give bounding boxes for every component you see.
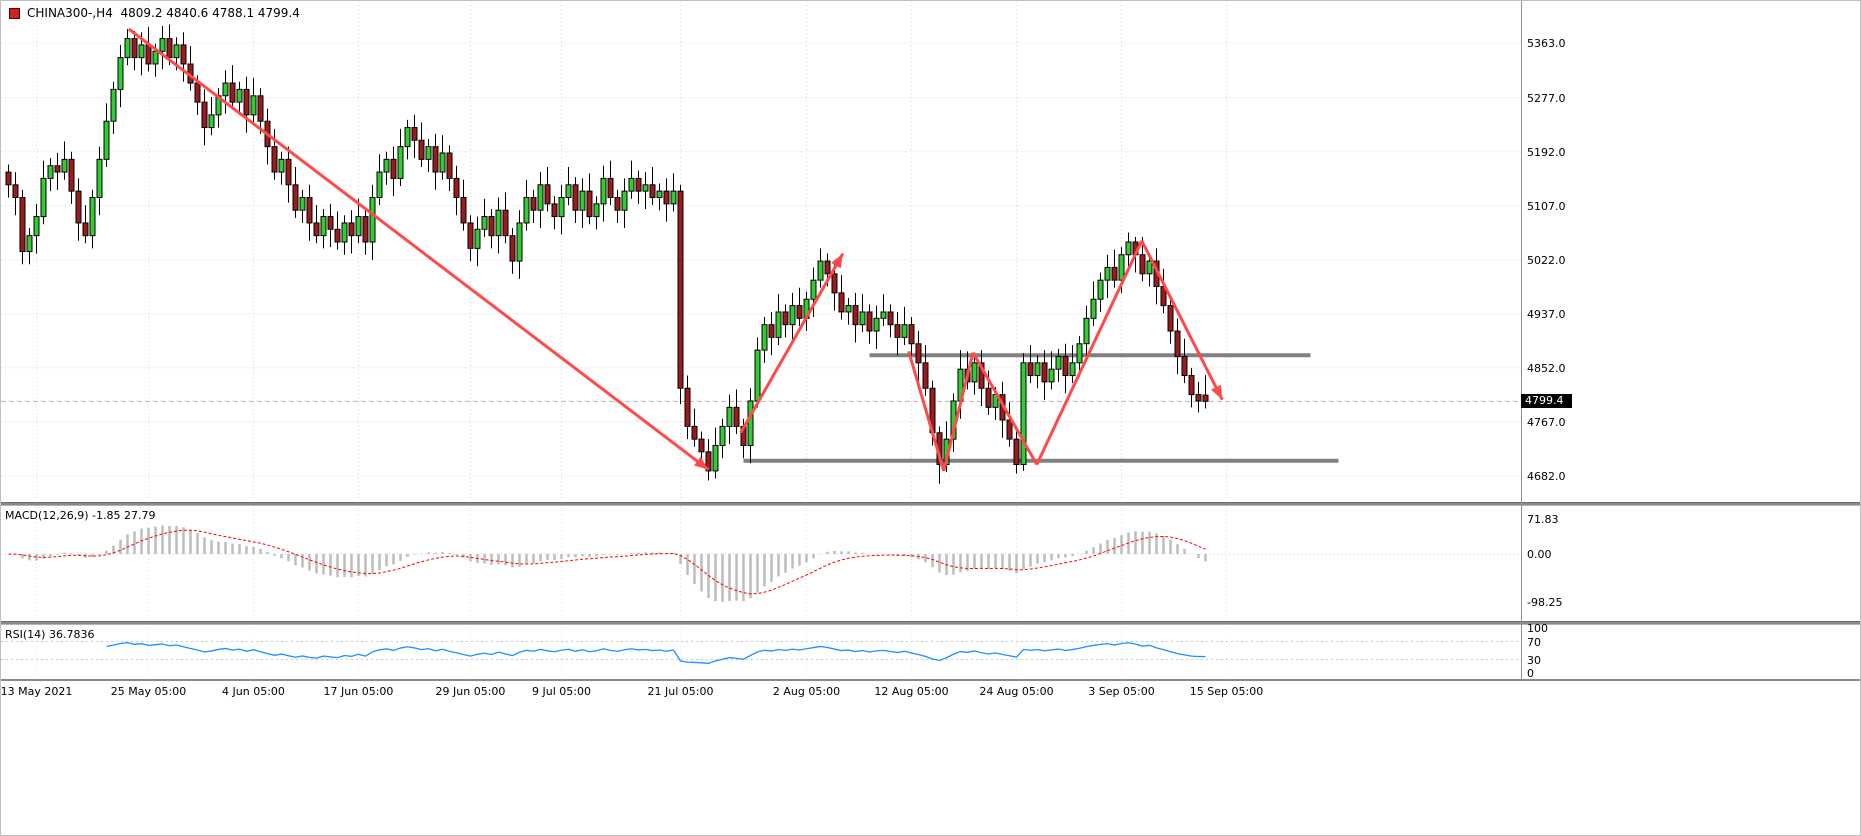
macd-name: MACD(12,26,9) xyxy=(5,509,89,522)
price-tick-label: 5192.0 xyxy=(1527,145,1566,159)
time-tick-label: 4 Jun 05:00 xyxy=(222,685,285,698)
rsi-name: RSI(14) xyxy=(5,628,46,641)
price-chart-canvas[interactable] xyxy=(1,1,1521,501)
macd-axis[interactable]: 71.83 0.00 -98.25 xyxy=(1522,507,1612,621)
ohlc-values: 4809.2 4840.6 4788.1 4799.4 xyxy=(120,6,300,20)
time-tick-label: 24 Aug 05:00 xyxy=(979,685,1054,698)
price-tick-label: 5107.0 xyxy=(1527,199,1566,213)
time-tick-label: 2 Aug 05:00 xyxy=(772,685,841,698)
rsi-tick-label: 100 xyxy=(1527,622,1548,635)
rsi-canvas[interactable] xyxy=(1,626,1521,678)
price-tick-label: 5022.0 xyxy=(1527,253,1566,267)
price-tick-label: 4852.0 xyxy=(1527,361,1566,375)
time-tick-label: 9 Jul 05:00 xyxy=(532,685,591,698)
rsi-tick-label: 30 xyxy=(1527,653,1541,667)
rsi-value: 36.7836 xyxy=(48,628,95,641)
price-pane: 5363.0 5277.0 5192.0 5107.0 5022.0 4937.0 4852… xyxy=(1,1,1860,501)
time-tick-label: 13 May 2021 xyxy=(0,685,73,698)
price-scale-separator[interactable] xyxy=(1521,1,1522,679)
rsi-tick-label: 70 xyxy=(1527,635,1541,649)
pane-splitter-macd[interactable] xyxy=(1,502,1860,506)
macd-label: MACD(12,26,9) -1.85 27.79 xyxy=(5,509,156,522)
symbol-title: CHINA300-,H4 4809.2 4840.6 4788.1 4799.4 xyxy=(27,6,300,20)
macd-canvas[interactable] xyxy=(1,507,1521,621)
time-tick-label: 21 Jul 05:00 xyxy=(647,685,714,698)
macd-values: -1.85 27.79 xyxy=(92,509,156,522)
time-tick-label: 3 Sep 05:00 xyxy=(1088,685,1155,698)
macd-tick-label: -98.25 xyxy=(1527,595,1563,609)
time-tick-label: 17 Jun 05:00 xyxy=(323,685,394,698)
rsi-pane: RSI(14) 36.7836 100 70 30 0 xyxy=(1,622,1860,680)
rsi-label: RSI(14) 36.7836 xyxy=(5,628,94,641)
time-tick-label: 15 Sep 05:00 xyxy=(1189,685,1264,698)
price-tick-label: 5277.0 xyxy=(1527,91,1566,105)
time-tick-label: 29 Jun 05:00 xyxy=(435,685,506,698)
rsi-axis[interactable]: 100 70 30 0 xyxy=(1522,622,1612,680)
time-axis[interactable]: 13 May 2021 25 May 05:00 4 Jun 05:00 17 Jun… xyxy=(0,683,1860,701)
time-tick-label: 25 May 05:00 xyxy=(110,685,187,698)
chart-icon xyxy=(9,7,20,19)
macd-pane: MACD(12,26,9) -1.85 27.79 71.83 0.00 -98.2… xyxy=(1,507,1860,621)
time-axis-line xyxy=(1,679,1860,681)
rsi-tick-label: 0 xyxy=(1527,667,1534,680)
price-axis[interactable]: 5363.0 5277.0 5192.0 5107.0 5022.0 4937.0 4852… xyxy=(1522,1,1612,501)
price-tick-label: 4767.0 xyxy=(1527,415,1566,429)
pane-splitter-rsi[interactable] xyxy=(1,621,1860,625)
macd-tick-label: 0.00 xyxy=(1527,548,1552,561)
symbol-name: CHINA300-,H4 xyxy=(27,6,113,20)
title-bar: CHINA300-,H4 4809.2 4840.6 4788.1 4799.4 xyxy=(9,6,300,20)
time-tick-label: 12 Aug 05:00 xyxy=(874,685,949,698)
price-tick-label: 4682.0 xyxy=(1527,470,1566,483)
price-tick-label: 5363.0 xyxy=(1527,37,1566,50)
current-price-box: 4799.4 xyxy=(1521,394,1572,409)
price-tick-label: 4937.0 xyxy=(1527,307,1566,321)
macd-tick-label: 71.83 xyxy=(1527,512,1559,526)
